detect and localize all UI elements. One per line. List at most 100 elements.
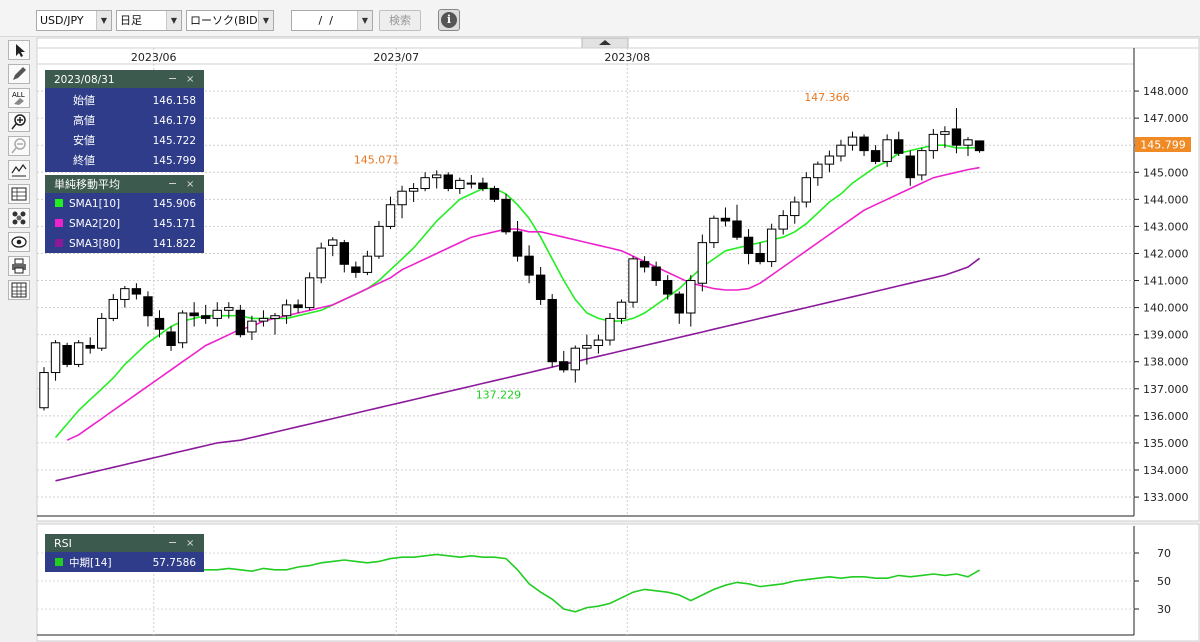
rsi-ytick-label: 70 [1157, 547, 1171, 560]
candle [674, 291, 684, 324]
candle-body [847, 136, 858, 146]
candle [778, 210, 788, 235]
visibility-tool[interactable] [8, 232, 30, 252]
chart-type-select[interactable]: ローソク(BID) ▼ [186, 10, 274, 31]
candle [824, 150, 835, 173]
info-button[interactable]: i [438, 9, 460, 31]
price-annotation: 137.229 [476, 389, 522, 402]
ytick-label: 135.000 [1143, 437, 1189, 450]
candle-body [374, 225, 384, 257]
candle [316, 242, 326, 284]
candle-body [790, 201, 800, 217]
candle-body [813, 163, 823, 179]
candle-body [143, 296, 153, 317]
candle-body [801, 177, 811, 203]
sma-value: 145.906 [153, 198, 197, 210]
layout-tool[interactable] [8, 280, 30, 300]
erase-all-tool[interactable]: ALL [8, 88, 30, 108]
search-button[interactable]: 検索 [379, 10, 421, 31]
candle [686, 275, 696, 327]
rsi-panel [36, 523, 1200, 642]
color-tool[interactable] [8, 208, 30, 228]
date-input[interactable]: / / ▼ [291, 10, 373, 31]
ohlc-date: 2023/08/31 [54, 74, 115, 86]
zoom-out-tool[interactable] [8, 136, 30, 156]
candle [801, 172, 811, 208]
close-icon[interactable]: × [186, 74, 194, 85]
close-icon[interactable]: × [186, 179, 194, 190]
candle [50, 340, 61, 381]
ohlc-label: 高値 [73, 113, 95, 127]
candle-body [663, 280, 673, 295]
grid-icon [11, 282, 27, 298]
price-annotation: 145.071 [354, 153, 400, 166]
candle-body [466, 182, 477, 185]
symbol-value: USD/JPY [40, 14, 84, 27]
candle-body [720, 217, 731, 222]
sma-legend: 単純移動平均 − × SMA1[10] 145.906 SMA2[20] 145… [45, 175, 204, 253]
candle-body [131, 288, 142, 295]
candle [755, 242, 765, 265]
erase-all-icon: ALL [12, 91, 25, 105]
candle [143, 291, 153, 327]
minimize-icon[interactable]: − [168, 72, 177, 85]
candle [709, 215, 719, 249]
rsi-line [55, 553, 981, 613]
candle-body [524, 255, 534, 276]
period-select[interactable]: 日足 ▼ [116, 10, 182, 31]
candle-body [905, 155, 915, 179]
candle-body [859, 136, 869, 152]
close-icon[interactable]: × [186, 538, 194, 549]
candle [847, 131, 858, 151]
candle-body [639, 261, 650, 268]
candle-body [697, 242, 708, 284]
candle-body [894, 139, 904, 154]
candle [616, 299, 627, 324]
candle [512, 220, 523, 262]
minimize-icon[interactable]: − [168, 177, 177, 190]
indicator-tool[interactable] [8, 160, 30, 180]
candle [189, 302, 199, 327]
candle-body [674, 293, 684, 314]
rsi-legend: RSI − × 中期[14] 57.7586 [45, 534, 204, 572]
candle-body [408, 188, 419, 192]
table-tool[interactable] [8, 184, 30, 204]
candle [720, 207, 731, 227]
candle [478, 177, 488, 192]
candle [974, 140, 985, 153]
candle-body [917, 150, 927, 176]
candle-body [605, 317, 615, 341]
candle-body [189, 312, 199, 317]
table-icon [11, 187, 27, 201]
candle-body [512, 231, 523, 257]
candle [489, 185, 500, 203]
candle [905, 150, 915, 186]
candle [281, 299, 292, 324]
sma-label: SMA3[80] [69, 238, 120, 250]
minimize-icon[interactable]: − [168, 536, 177, 549]
candle [339, 239, 350, 273]
candle [39, 367, 49, 411]
print-tool[interactable] [8, 256, 30, 276]
sma1-swatch [55, 199, 63, 207]
candle [535, 266, 546, 305]
candle-body [489, 188, 500, 200]
chevron-down-icon: ▼ [166, 11, 181, 30]
ytick-label: 148.000 [1143, 85, 1189, 98]
candle-body [397, 190, 407, 206]
candle [882, 134, 892, 167]
sma-label: SMA1[10] [69, 198, 120, 210]
candle [766, 223, 777, 267]
candle-body [535, 274, 546, 300]
draw-tool[interactable] [8, 64, 30, 84]
zoom-in-tool[interactable] [8, 112, 30, 132]
indicator-icon [11, 163, 27, 177]
candle [247, 315, 257, 341]
symbol-select[interactable]: USD/JPY ▼ [36, 10, 112, 31]
cursor-tool[interactable] [8, 40, 30, 60]
candle-body [420, 177, 430, 190]
candle-body [778, 215, 788, 230]
candle [593, 334, 604, 354]
ytick-label: 141.000 [1143, 275, 1189, 288]
candle-body [686, 280, 696, 314]
